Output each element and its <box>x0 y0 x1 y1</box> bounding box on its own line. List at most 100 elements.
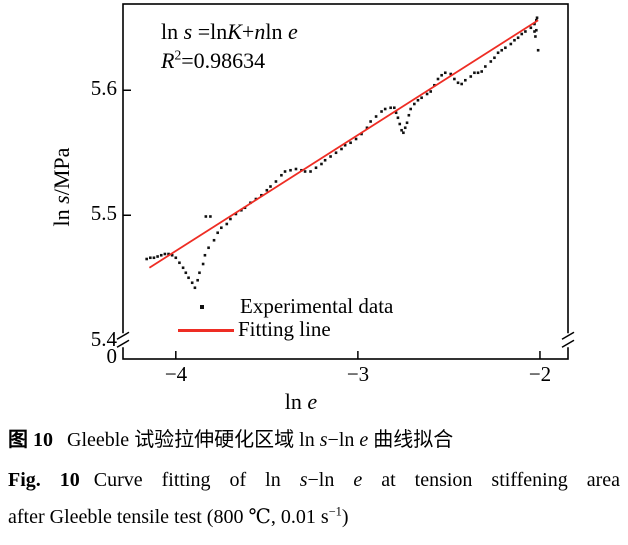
scatter-point <box>535 28 538 32</box>
scatter-point <box>343 143 347 147</box>
scatter-point <box>443 71 447 75</box>
caption-chinese: 图 10 Gleeble 试验拉伸硬化区域 ln s−ln e 曲线拟合 <box>8 428 620 452</box>
scatter-point <box>493 56 496 60</box>
y-axis-title: ln s/MPa <box>49 148 74 227</box>
scatter-point <box>229 217 232 221</box>
scatter-point <box>234 212 238 216</box>
scatter-point <box>473 71 476 75</box>
scatter-point <box>383 107 387 111</box>
axis-break-icon <box>561 339 575 348</box>
caption-cn-t2: −ln <box>327 429 360 451</box>
legend-fitting-label: Fitting line <box>238 317 331 341</box>
scatter-point <box>225 222 229 226</box>
caption-cn-s: s <box>319 429 328 451</box>
scatter-point <box>400 128 403 132</box>
scatter-point <box>159 253 163 257</box>
scatter-point <box>440 73 443 77</box>
scatter-point <box>405 121 409 125</box>
scatter-point <box>178 261 181 265</box>
scatter-point <box>416 98 420 102</box>
scatter-point <box>280 173 283 177</box>
scatter-point <box>149 256 152 260</box>
caption-en-t3: at tension stiffening area <box>362 469 620 491</box>
eq-mid: =ln <box>192 19 228 44</box>
scatter-point <box>260 193 263 197</box>
scatter-point <box>456 81 460 85</box>
scatter-point <box>265 188 269 192</box>
plot-canvas <box>116 3 575 360</box>
scatter-point <box>365 126 369 130</box>
legend-scatter-marker-icon <box>200 305 204 309</box>
scatter-point <box>398 122 402 126</box>
scatter-point <box>152 256 156 260</box>
caption-en-tag: Fig. 10 <box>8 469 80 491</box>
caption-cn-tag: 图 10 <box>8 429 53 451</box>
scatter-point <box>174 256 178 260</box>
scatter-point <box>163 252 167 256</box>
x-axis-title-ln: ln <box>284 389 308 414</box>
scatter-point <box>203 253 207 257</box>
scatter-point <box>402 131 405 135</box>
scatter-point <box>534 35 537 38</box>
r2-value: =0.98634 <box>181 48 266 73</box>
scatter-point <box>309 170 312 173</box>
scatter-point <box>201 262 205 266</box>
scatter-point <box>480 70 483 73</box>
scatter-point <box>509 42 513 46</box>
eq-ln2: ln <box>265 19 288 44</box>
scatter-point <box>413 102 416 106</box>
scatter-point <box>533 22 536 26</box>
scatter-point <box>380 110 383 113</box>
scatter-point <box>289 168 292 172</box>
scatter-point <box>453 77 456 81</box>
scatter-point <box>535 18 538 22</box>
scatter-point <box>496 51 500 55</box>
fit-equation: ln s =lnK+nln e <box>161 20 298 44</box>
scatter-point <box>533 30 536 33</box>
scatter-point <box>340 147 343 151</box>
axis-break-icon <box>116 331 130 340</box>
scatter-point <box>489 60 493 63</box>
axis-break-gap <box>120 333 126 348</box>
scatter-point <box>513 38 516 42</box>
scatter-point <box>409 107 412 111</box>
scatter-point <box>329 155 332 158</box>
scatter-point <box>294 167 298 171</box>
scatter-point <box>167 252 170 256</box>
scatter-point <box>529 26 533 30</box>
scatter-point <box>520 32 524 36</box>
scatter-point <box>283 170 287 173</box>
scatter-point <box>392 106 396 110</box>
scatter-point <box>369 120 372 123</box>
scatter-point <box>436 77 440 81</box>
r2-R: R <box>161 48 175 73</box>
scatter-point <box>389 106 392 110</box>
caption-cn-e: e <box>359 429 369 451</box>
scatter-point <box>469 75 473 78</box>
scatter-point <box>196 278 199 282</box>
scatter-point <box>536 48 540 52</box>
axis-break-gap <box>565 333 571 348</box>
y-axis-title-s: s <box>49 195 74 204</box>
caption-en-t4: after Gleeble tensile test (800 ℃, 0.01 … <box>8 506 329 528</box>
caption-en-t2: −ln <box>307 469 354 491</box>
scatter-point <box>323 158 327 162</box>
scatter-point <box>209 215 212 218</box>
scatter-point <box>184 271 188 275</box>
caption-cn-t3: 曲线拟合 <box>368 429 454 451</box>
scatter-point <box>425 92 429 96</box>
fitting-line <box>148 19 539 269</box>
scatter-point <box>170 253 174 257</box>
scatter-point <box>516 36 520 40</box>
y-tick-5.6: 5.6 <box>90 76 117 100</box>
scatter-point <box>187 276 190 280</box>
x-axis-title: ln e <box>266 391 336 413</box>
caption-english-line1: Fig. 10 Curve fitting of ln s−ln e at ten… <box>8 468 620 492</box>
scatter-point <box>334 151 338 155</box>
scatter-point <box>145 257 148 261</box>
scatter-point <box>429 90 433 93</box>
scatter-point <box>190 281 194 285</box>
scatter-point <box>314 166 318 170</box>
scatter-point <box>181 266 185 270</box>
